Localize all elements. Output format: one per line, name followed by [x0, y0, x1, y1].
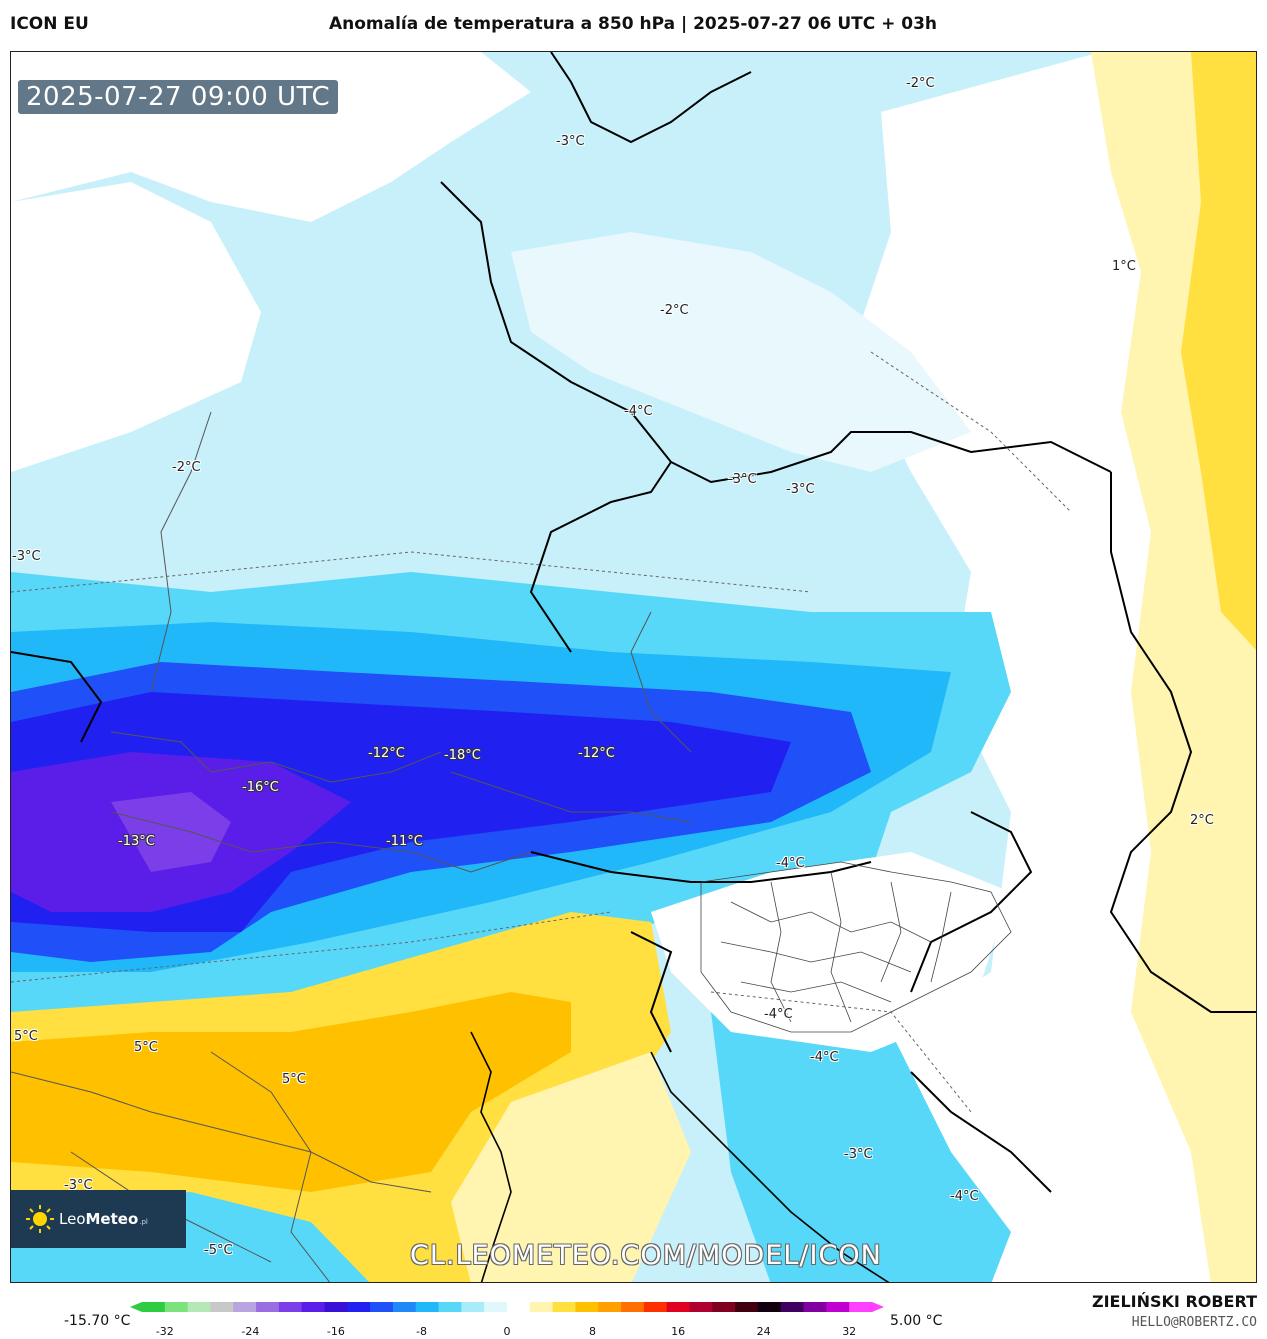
- legend-swatch: [324, 1302, 348, 1312]
- legend-min-value: -15.70 °C: [64, 1313, 131, 1329]
- legend-swatch: [643, 1302, 668, 1312]
- contour-label: -4°C: [764, 1007, 793, 1022]
- national-borders: [11, 52, 1256, 1193]
- legend-swatch: [142, 1302, 166, 1312]
- contour-label: -4°C: [776, 856, 805, 871]
- legend-swatch: [712, 1302, 736, 1312]
- contour-label: -5°C: [204, 1243, 233, 1258]
- contour-label: 5°C: [282, 1072, 306, 1087]
- contour-label: -12°C: [368, 746, 405, 761]
- legend-swatch: [598, 1302, 622, 1312]
- leometeo-logo: LeoMeteo.pl: [11, 1190, 186, 1248]
- contour-label: -4°C: [624, 404, 653, 419]
- contour-label: -3°C: [728, 472, 757, 487]
- field-yellow-east-strong: [1181, 52, 1256, 650]
- contour-label: -3°C: [64, 1178, 93, 1193]
- coastline: [470, 1031, 512, 1282]
- legend-tick-label: -32: [155, 1325, 174, 1338]
- contour-label: 5°C: [14, 1029, 38, 1044]
- contour-label: -2°C: [172, 460, 201, 475]
- coastline-adriatic: [650, 1051, 890, 1282]
- legend-swatch: [666, 1302, 690, 1312]
- contour-label: -4°C: [950, 1189, 979, 1204]
- field-violet-peak: [111, 792, 231, 872]
- model-name: ICON EU: [10, 14, 89, 34]
- legend-swatch: [415, 1302, 440, 1312]
- legend-swatch: [826, 1302, 850, 1312]
- map-title: Anomalía de temperatura a 850 hPa | 2025…: [328, 14, 938, 34]
- legend-tick-label: -8: [415, 1325, 427, 1338]
- contour-label: 5°C: [134, 1040, 158, 1055]
- temperature-anomaly-map: [10, 51, 1257, 1283]
- color-scale-bar: [130, 1302, 884, 1312]
- field-white-basin: [651, 852, 1011, 1052]
- field-white-center: [511, 232, 971, 472]
- map-canvas: [11, 52, 1256, 1282]
- valid-time-badge: 2025-07-27 09:00 UTC: [18, 80, 339, 114]
- contour-label: -4°C: [810, 1050, 839, 1065]
- legend-tick-label: 16: [671, 1325, 686, 1338]
- legend-swatch: [164, 1302, 189, 1312]
- legend-arrow-low: [130, 1302, 142, 1312]
- legend-swatch: [347, 1302, 371, 1312]
- legend-swatch: [210, 1302, 234, 1312]
- legend-swatch: [529, 1302, 554, 1312]
- author-name: ZIELIŃSKI ROBERT: [1091, 1292, 1257, 1311]
- legend-swatch: [803, 1302, 827, 1312]
- sun-icon: [26, 1205, 54, 1233]
- legend-tick-label: 32: [842, 1325, 857, 1338]
- legend-swatch: [575, 1302, 599, 1312]
- legend-swatch: [187, 1302, 211, 1312]
- legend-swatch: [438, 1302, 462, 1312]
- contour-label: 2°C: [1190, 813, 1214, 828]
- author-email: HELLO@ROBERTZ.CO: [1131, 1315, 1257, 1330]
- legend-swatch: [278, 1302, 303, 1312]
- legend-swatch: [735, 1302, 759, 1312]
- field-orange-south: [11, 992, 571, 1192]
- contour-label: -3°C: [12, 549, 41, 564]
- legend-swatch: [757, 1302, 782, 1312]
- legend-swatch: [370, 1302, 394, 1312]
- contour-label: -12°C: [578, 746, 615, 761]
- contour-label: -16°C: [242, 780, 279, 795]
- legend-arrow-high: [872, 1302, 884, 1312]
- legend-tick-label: 24: [756, 1325, 771, 1338]
- contour-label: -18°C: [444, 748, 481, 763]
- legend-swatch: [461, 1302, 485, 1312]
- legend-swatch: [507, 1302, 531, 1312]
- legend-tick-label: -24: [241, 1325, 260, 1338]
- legend-swatch: [552, 1302, 576, 1312]
- municipal-borders: [700, 861, 1012, 1033]
- legend-tick-label: 8: [589, 1325, 597, 1338]
- field-cyan-balkans: [711, 992, 1011, 1282]
- field-white-west: [11, 182, 261, 472]
- legend-max-value: 5.00 °C: [890, 1313, 943, 1329]
- contour-label: -2°C: [660, 303, 689, 318]
- legend-swatch: [233, 1302, 257, 1312]
- contour-label: -3°C: [786, 482, 815, 497]
- contour-label: -3°C: [556, 134, 585, 149]
- legend-swatch: [780, 1302, 805, 1312]
- legend-tick-label: 0: [503, 1325, 511, 1338]
- contour-label: -13°C: [118, 834, 155, 849]
- contour-label: -2°C: [906, 76, 935, 91]
- contour-label: -11°C: [386, 834, 423, 849]
- contour-label: 1°C: [1112, 259, 1136, 274]
- contour-label: -3°C: [844, 1147, 873, 1162]
- legend-swatch: [301, 1302, 325, 1312]
- field-pale-yellow-sea: [451, 1052, 691, 1282]
- source-watermark: CL.LEOMETEO.COM/MODEL/ICON: [410, 1240, 882, 1271]
- logo-wordmark: LeoMeteo.pl: [59, 1210, 148, 1228]
- legend-swatch: [621, 1302, 645, 1312]
- legend-tick-label: -16: [326, 1325, 345, 1338]
- legend-swatch: [256, 1302, 280, 1312]
- legend-swatch: [484, 1302, 508, 1312]
- legend-swatch: [849, 1302, 873, 1312]
- legend-swatch: [689, 1302, 713, 1312]
- legend-swatch: [392, 1302, 417, 1312]
